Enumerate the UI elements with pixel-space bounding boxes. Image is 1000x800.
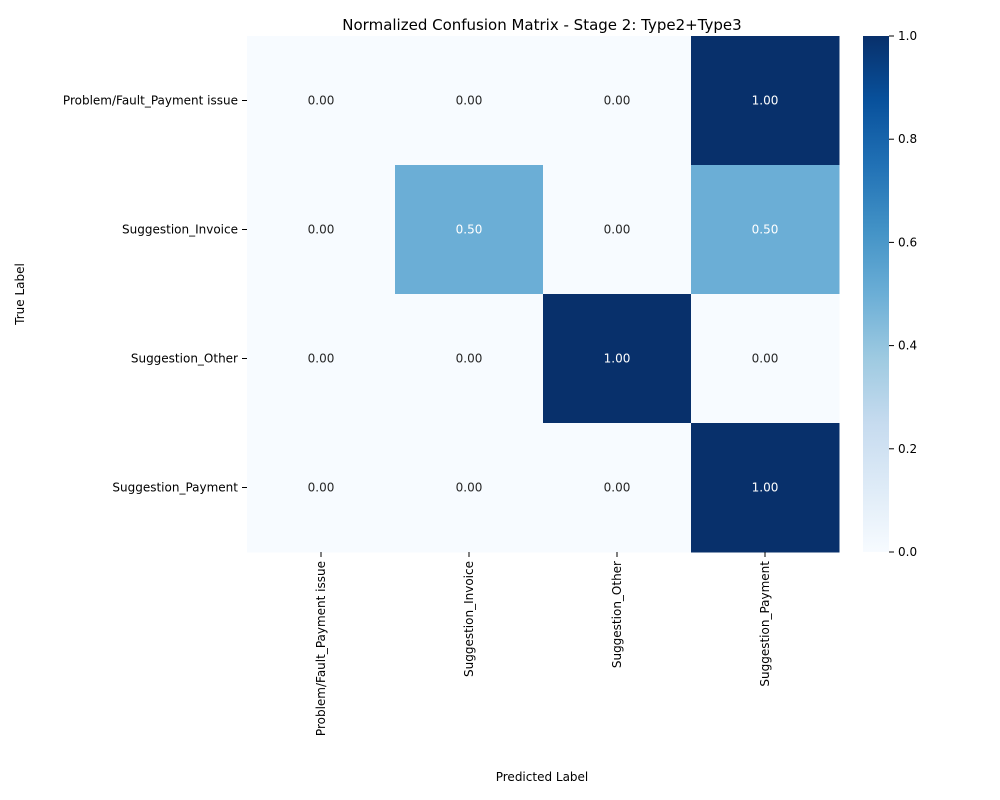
heatmap-cell <box>395 165 544 295</box>
y-tick-label: Problem/Fault_Payment issue <box>63 94 238 108</box>
heatmap-cell <box>543 165 692 295</box>
x-tick-label: Suggestion_Payment <box>758 561 772 687</box>
colorbar-tick-label: 0.2 <box>898 442 917 456</box>
y-tick-label: Suggestion_Payment <box>112 481 238 495</box>
y-tick-label: Suggestion_Other <box>131 352 238 366</box>
heatmap-cell <box>395 294 544 424</box>
cell-value-label: 0.00 <box>456 352 483 366</box>
cell-value-label: 0.00 <box>308 223 335 237</box>
heatmap-cell <box>691 294 840 424</box>
cell-value-label: 1.00 <box>604 352 631 366</box>
cell-value-label: 0.00 <box>308 481 335 495</box>
x-axis-ticks: Problem/Fault_Payment issue Suggestion_In… <box>314 552 772 736</box>
cell-value-label: 1.00 <box>752 481 779 495</box>
colorbar-tick-label: 1.0 <box>898 29 917 43</box>
heatmap-cell <box>691 36 840 166</box>
heatmap-cell <box>247 36 396 166</box>
cell-value-label: 0.50 <box>456 223 483 237</box>
cell-value-label: 0.50 <box>752 223 779 237</box>
heatmap-cell <box>247 294 396 424</box>
cell-value-label: 0.00 <box>604 223 631 237</box>
cell-value-label: 0.00 <box>456 94 483 108</box>
heatmap-cell <box>691 165 840 295</box>
x-tick-label: Problem/Fault_Payment issue <box>314 561 328 736</box>
heatmap-cell <box>395 36 544 166</box>
colorbar-tick-label: 0.0 <box>898 545 917 559</box>
x-tick-label: Suggestion_Invoice <box>462 561 476 677</box>
chart-title: Normalized Confusion Matrix - Stage 2: T… <box>342 16 741 34</box>
cell-value-label: 0.00 <box>308 94 335 108</box>
cell-value-label: 0.00 <box>456 481 483 495</box>
heatmap-cells <box>247 36 840 553</box>
heatmap-cell <box>543 294 692 424</box>
y-axis-label: True Label <box>13 263 27 326</box>
heatmap-cell <box>395 423 544 553</box>
heatmap-cell <box>543 423 692 553</box>
colorbar-tick-label: 0.4 <box>898 339 917 353</box>
x-tick-label: Suggestion_Other <box>610 561 624 668</box>
colorbar-tick-label: 0.6 <box>898 235 917 249</box>
heatmap-cell <box>247 165 396 295</box>
heatmap-cell-labels: 0.00 0.00 0.00 1.00 0.00 0.50 0.00 0.50 0.00 0.00… <box>308 94 779 495</box>
colorbar-gradient <box>863 36 889 552</box>
y-axis-ticks: Problem/Fault_Payment issue Suggestion_In… <box>63 94 247 495</box>
y-tick-label: Suggestion_Invoice <box>122 223 238 237</box>
cell-value-label: 0.00 <box>308 352 335 366</box>
heatmap-cell <box>691 423 840 553</box>
x-axis-label: Predicted Label <box>496 770 589 784</box>
heatmap-cell <box>247 423 396 553</box>
heatmap-cell <box>543 36 692 166</box>
cell-value-label: 0.00 <box>752 352 779 366</box>
colorbar: 0.0 0.2 0.4 0.6 0.8 1.0 <box>863 29 917 559</box>
cell-value-label: 0.00 <box>604 94 631 108</box>
cell-value-label: 1.00 <box>752 94 779 108</box>
colorbar-tick-label: 0.8 <box>898 132 917 146</box>
cell-value-label: 0.00 <box>604 481 631 495</box>
colorbar-ticks: 0.0 0.2 0.4 0.6 0.8 1.0 <box>889 29 917 559</box>
